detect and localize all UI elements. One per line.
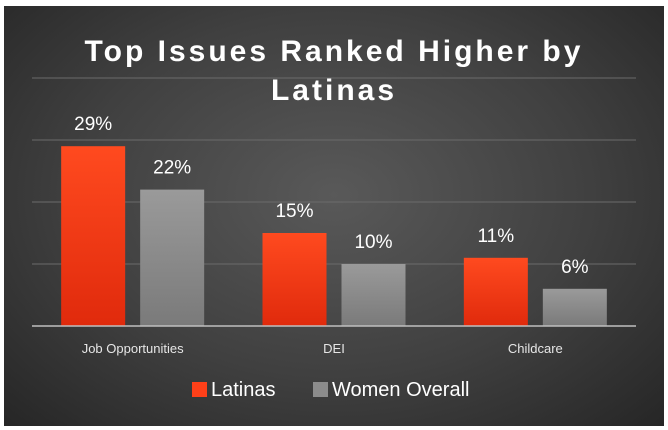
data-label: 15% — [275, 201, 313, 222]
category-labels: Job Opportunities DEI Childcare — [82, 341, 563, 356]
data-label: 22% — [153, 158, 191, 179]
chart-title-line-2: Latinas — [271, 74, 397, 107]
bars — [61, 146, 607, 326]
chart-title-line-1: Top Issues Ranked Higher by — [85, 35, 584, 68]
chart-frame: Top Issues Ranked Higher by Latinas 29% 2… — [4, 6, 664, 426]
data-label: 10% — [354, 232, 392, 253]
category-label: Job Opportunities — [82, 341, 184, 356]
data-labels: 29% 22% 15% 10% 11% 6% — [74, 114, 589, 278]
legend-label: Women Overall — [332, 379, 469, 401]
category-label: DEI — [323, 341, 345, 356]
legend-swatch — [313, 382, 328, 397]
bar-latinas-dei — [262, 233, 327, 326]
legend-swatch — [192, 382, 207, 397]
legend: Latinas Women Overall — [192, 379, 469, 401]
bar-women-overall-job-opportunities — [140, 189, 205, 326]
bar-latinas-job-opportunities — [61, 146, 126, 326]
bar-latinas-childcare — [463, 257, 528, 326]
bar-women-overall-dei — [341, 264, 406, 326]
bar-chart: Top Issues Ranked Higher by Latinas 29%2… — [32, 35, 636, 401]
data-label: 11% — [478, 226, 515, 247]
data-label: 29% — [74, 114, 112, 135]
legend-label: Latinas — [211, 379, 276, 401]
data-label: 6% — [561, 257, 589, 278]
gridlines — [32, 77, 636, 265]
bar-women-overall-childcare — [542, 288, 607, 326]
category-label: Childcare — [508, 341, 563, 356]
